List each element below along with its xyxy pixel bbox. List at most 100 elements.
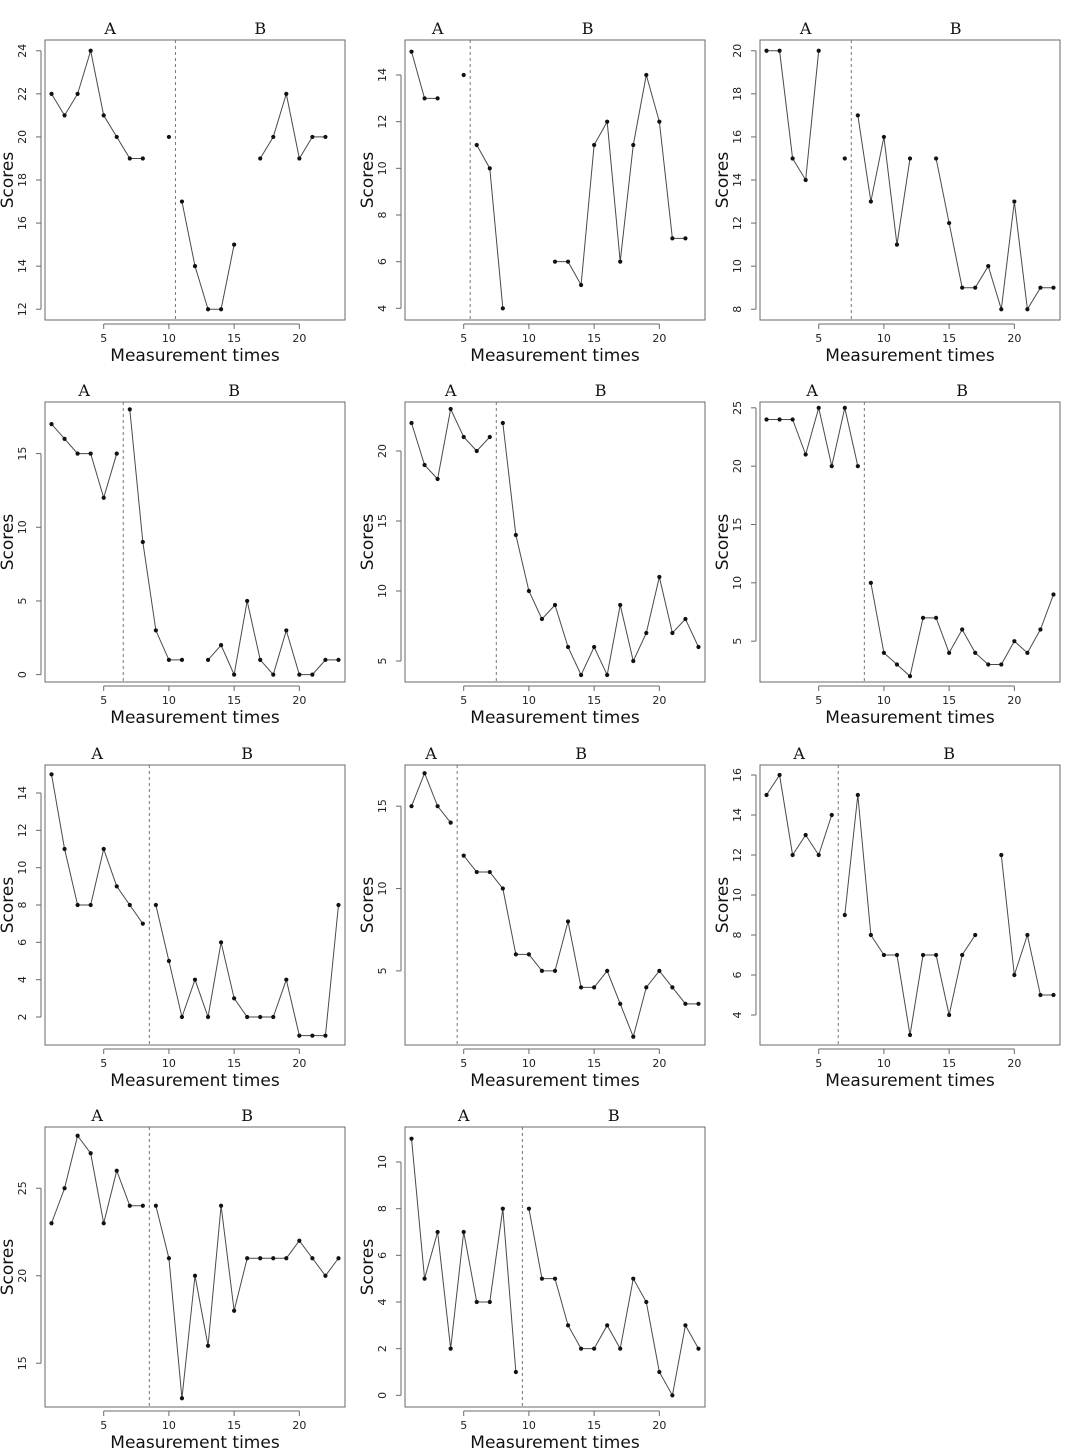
- data-point: [565, 919, 571, 924]
- data-point: [258, 657, 263, 662]
- y-tick-label: 2: [376, 1345, 389, 1352]
- data-point: [101, 846, 106, 852]
- phase-label-b: B: [241, 1106, 253, 1125]
- data-point: [816, 48, 821, 53]
- data-point: [657, 574, 662, 580]
- data-point: [127, 407, 132, 412]
- phase-label-b: B: [575, 744, 587, 763]
- y-tick-label: 0: [376, 1392, 389, 1399]
- data-point: [140, 539, 145, 545]
- data-point: [127, 902, 132, 908]
- data-point: [539, 1276, 545, 1281]
- data-point: [999, 852, 1004, 858]
- data-point: [179, 1014, 185, 1020]
- data-point: [631, 1276, 636, 1281]
- x-tick-label: 5: [460, 694, 467, 707]
- data-point: [683, 1323, 688, 1328]
- x-tick-label: 15: [587, 332, 601, 345]
- data-point: [49, 91, 54, 96]
- data-point: [644, 630, 649, 636]
- x-axis-title: Measurement times: [110, 1433, 280, 1453]
- data-point: [487, 166, 492, 171]
- data-point: [323, 1273, 328, 1278]
- chart-panel-1: 5 10 15 20 12 14 16 18 20 22 24 Measurement times Sc…: [0, 19, 346, 366]
- data-point: [49, 422, 54, 427]
- x-tick-label: 20: [292, 332, 306, 345]
- data-point: [605, 119, 610, 124]
- series-line: [844, 794, 976, 1036]
- data-point: [803, 177, 808, 183]
- data-point: [205, 307, 211, 312]
- data-point: [670, 236, 675, 241]
- data-point: [999, 662, 1004, 667]
- y-axis-title: Scores: [358, 877, 378, 934]
- data-point: [657, 968, 662, 973]
- data-point: [101, 113, 106, 118]
- phase-label-b: B: [595, 381, 607, 400]
- series-line: [935, 158, 1054, 311]
- data-point: [461, 72, 466, 78]
- phase-label-a: A: [444, 381, 457, 400]
- data-point: [409, 1136, 414, 1141]
- x-tick-label: 20: [292, 694, 306, 707]
- series-line: [555, 74, 686, 287]
- y-tick-label: 16: [16, 216, 29, 230]
- data-point: [552, 1276, 558, 1281]
- data-point: [842, 912, 847, 918]
- data-point: [487, 434, 492, 440]
- data-point: [487, 1299, 492, 1305]
- y-tick-label: 25: [16, 1181, 29, 1195]
- x-tick-label: 15: [942, 1057, 956, 1070]
- data-point: [271, 672, 276, 677]
- data-point: [790, 852, 795, 858]
- data-point: [179, 657, 185, 662]
- x-axis-title: Measurement times: [110, 346, 280, 366]
- data-point: [245, 1014, 250, 1020]
- data-point: [258, 1014, 263, 1020]
- data-point: [683, 236, 688, 241]
- data-point: [1038, 992, 1043, 998]
- x-tick-label: 20: [292, 1057, 306, 1070]
- y-tick-label: 5: [376, 967, 389, 974]
- data-point: [500, 1206, 505, 1211]
- data-point: [526, 952, 532, 957]
- data-point: [1051, 992, 1056, 998]
- x-tick-label: 20: [1007, 1057, 1021, 1070]
- series-line: [411, 1138, 517, 1373]
- data-point: [565, 1323, 571, 1328]
- x-tick-label: 15: [942, 694, 956, 707]
- x-tick-label: 10: [877, 694, 891, 707]
- data-point: [218, 307, 224, 312]
- series-line: [51, 423, 118, 500]
- plot-frame: [404, 401, 706, 683]
- data-point: [310, 1256, 315, 1261]
- x-axis-title: Measurement times: [825, 708, 995, 728]
- y-tick-label: 5: [731, 638, 744, 645]
- y-tick-label: 2: [16, 1014, 29, 1021]
- x-tick-label: 10: [162, 694, 176, 707]
- data-point: [166, 958, 172, 964]
- x-tick-label: 20: [652, 694, 666, 707]
- data-point: [487, 869, 492, 875]
- data-point: [192, 264, 198, 269]
- data-point: [960, 627, 965, 632]
- data-point: [631, 658, 636, 664]
- phase-label-b: B: [228, 381, 240, 400]
- data-point: [973, 285, 978, 290]
- data-point: [592, 644, 597, 650]
- data-point: [245, 598, 250, 604]
- data-point: [881, 134, 887, 140]
- series-line: [766, 407, 859, 467]
- series-line: [259, 93, 326, 160]
- data-point: [474, 869, 479, 875]
- x-tick-label: 10: [522, 332, 536, 345]
- y-tick-label: 5: [376, 658, 389, 665]
- data-point: [605, 968, 610, 973]
- data-point: [218, 940, 224, 945]
- data-point: [284, 977, 289, 982]
- data-point: [855, 792, 860, 798]
- plot-frame: [759, 401, 1061, 683]
- x-tick-label: 10: [522, 1057, 536, 1070]
- data-point: [592, 985, 597, 990]
